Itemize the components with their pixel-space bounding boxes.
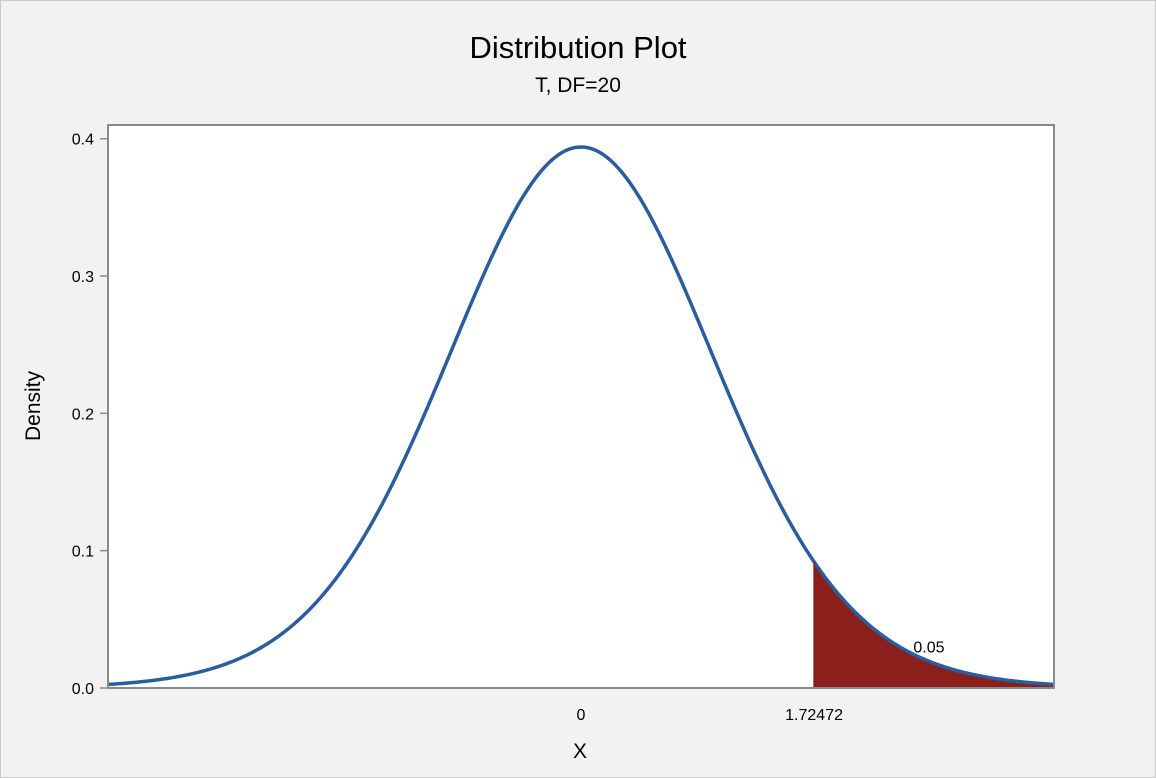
shaded-area-label: 0.05 (913, 639, 944, 656)
chart-title: Distribution Plot (469, 30, 686, 65)
y-tick-label: 0.0 (72, 681, 94, 698)
chart-subtitle: T, DF=20 (535, 74, 621, 97)
y-axis-ticks: 0.0 0.1 0.2 0.3 0.4 (72, 132, 108, 698)
y-tick-label: 0.2 (72, 406, 94, 423)
plot-area (108, 125, 1054, 688)
x-axis-ticks: 0 1.72472 (577, 707, 844, 724)
x-axis-label: X (573, 740, 587, 763)
plot-border (107, 124, 1055, 689)
shaded-tail-region (814, 561, 1054, 688)
x-tick-label: 0 (577, 707, 586, 724)
y-tick-label: 0.3 (72, 269, 94, 286)
density-curve (107, 145, 1055, 687)
y-tick-label: 0.1 (72, 544, 94, 561)
y-tick-label: 0.4 (72, 132, 94, 149)
y-axis-label: Density (22, 370, 45, 441)
x-tick-label: 1.72472 (785, 707, 843, 724)
